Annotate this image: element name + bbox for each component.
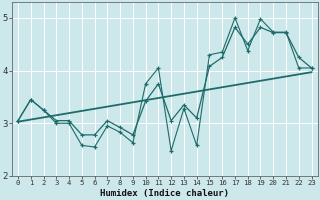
X-axis label: Humidex (Indice chaleur): Humidex (Indice chaleur) — [100, 189, 229, 198]
